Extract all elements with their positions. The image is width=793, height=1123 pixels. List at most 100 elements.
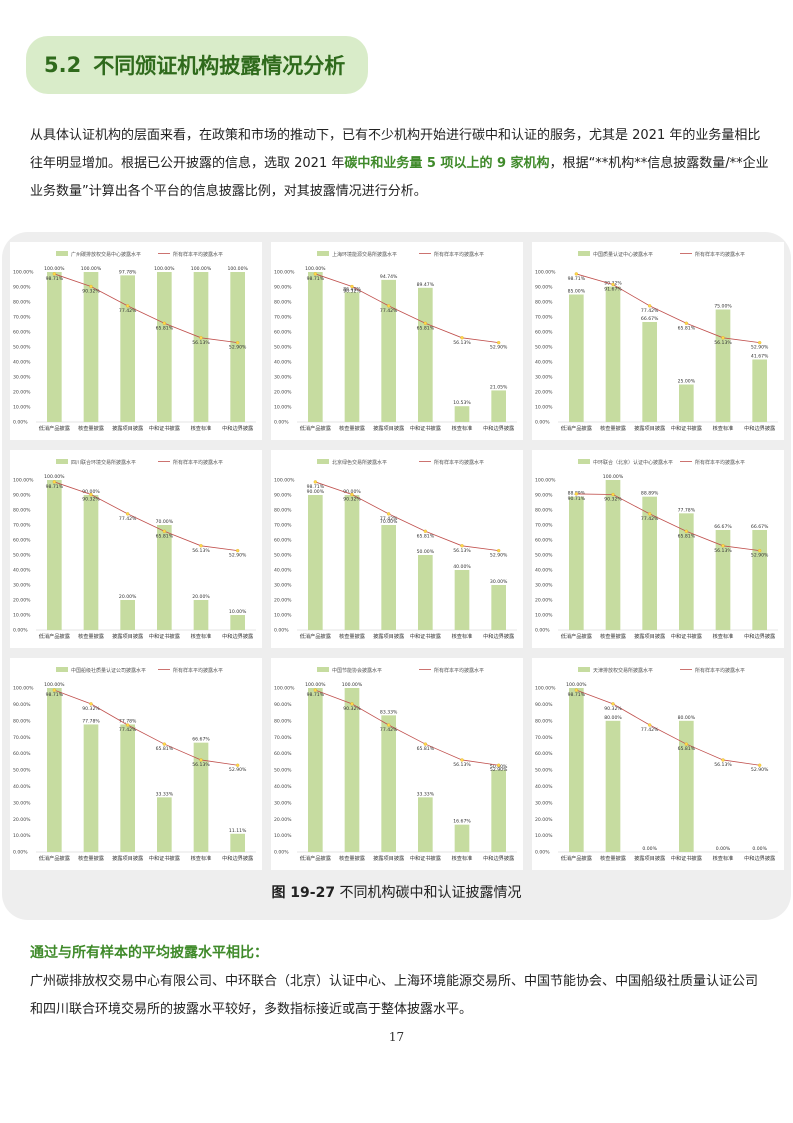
category-label: 中和边界披露 — [744, 632, 776, 640]
bar — [47, 688, 62, 852]
average-marker — [684, 742, 688, 746]
average-marker — [126, 304, 130, 308]
bar-value-label: 33.33% — [417, 791, 435, 797]
bar-value-label: 97.78% — [119, 269, 137, 275]
average-value-label: 56.13% — [714, 762, 732, 768]
category-label: 核查量披露 — [600, 632, 627, 640]
y-tick-label: 100.00% — [274, 270, 295, 276]
legend-line-label: 所有样本平均披露水平 — [434, 459, 484, 466]
category-label: 披露项目披露 — [112, 424, 144, 432]
chart-panel-6: 中环联合（北京）认证中心披露水平 所有样本平均披露水平 100.00% 90.00% 8… — [532, 450, 784, 648]
average-marker — [423, 321, 427, 325]
average-value-label: 77.42% — [641, 727, 659, 733]
bar — [157, 525, 172, 630]
average-marker — [758, 341, 762, 345]
y-tick-label: 70.00% — [13, 735, 31, 741]
bar-value-label: 80.00% — [604, 715, 622, 721]
average-value-label: 56.13% — [192, 762, 210, 768]
y-tick-label: 70.00% — [274, 735, 292, 741]
y-tick-label: 50.00% — [274, 345, 292, 351]
category-label: 披露项目披露 — [373, 854, 405, 862]
average-value-label: 65.81% — [417, 746, 435, 752]
average-value-label: 56.13% — [192, 340, 210, 346]
bar — [491, 390, 506, 422]
y-tick-label: 0.00% — [535, 850, 550, 856]
average-value-label: 90.32% — [604, 497, 622, 503]
y-tick-label: 100.00% — [13, 478, 34, 484]
average-value-label: 90.32% — [343, 289, 361, 295]
average-value-label: 65.81% — [678, 325, 696, 331]
bar-value-label: 50.00% — [490, 764, 508, 770]
chart-cec: 中环联合（北京）认证中心披露水平 所有样本平均披露水平 100.00% 90.00% 8… — [535, 459, 778, 640]
y-tick-label: 60.00% — [13, 751, 31, 757]
average-marker — [460, 544, 464, 548]
average-marker — [387, 512, 391, 516]
bar-value-label: 20.00% — [119, 594, 137, 600]
average-value-label: 98.71% — [307, 276, 325, 282]
chart-beijing: 北京绿色交易所披露水平 所有样本平均披露水平 100.00% 90.00% 80.00%… — [274, 459, 517, 640]
y-tick-label: 40.00% — [274, 784, 292, 790]
y-tick-label: 80.00% — [535, 300, 553, 306]
average-marker — [758, 763, 762, 767]
average-marker — [611, 702, 615, 706]
y-tick-label: 10.00% — [274, 405, 292, 411]
y-tick-label: 20.00% — [535, 598, 553, 604]
category-label: 披露项目披露 — [112, 632, 144, 640]
bar-value-label: 100.00% — [191, 266, 212, 272]
legend-bar-swatch — [578, 459, 590, 464]
y-tick-label: 60.00% — [535, 330, 553, 336]
average-value-label: 65.81% — [417, 325, 435, 331]
chart-ccs: 中国船级社质量认证公司披露水平 所有样本平均披露水平 100.00% 90.00% 80… — [13, 667, 256, 862]
bar — [679, 720, 694, 852]
bar — [679, 384, 694, 422]
legend-line-label: 所有样本平均披露水平 — [695, 667, 745, 674]
average-marker — [387, 723, 391, 727]
legend-bar-swatch — [56, 251, 68, 256]
category-label: 中和边界披露 — [483, 632, 515, 640]
y-tick-label: 50.00% — [535, 345, 553, 351]
average-marker — [313, 688, 317, 692]
category-label: 中和证书披露 — [671, 854, 703, 862]
average-value-label: 98.71% — [568, 692, 586, 698]
category-label: 核查标准 — [713, 424, 734, 432]
category-label: 低消产品披露 — [561, 632, 593, 640]
bar-value-label: 90.00% — [82, 489, 100, 495]
average-marker — [574, 492, 578, 496]
bar — [752, 529, 767, 630]
average-value-label: 65.81% — [678, 746, 696, 752]
average-line — [54, 689, 238, 766]
legend-line-label: 所有样本平均披露水平 — [173, 667, 223, 674]
legend-bar-label: 中环联合（北京）认证中心披露水平 — [593, 459, 673, 466]
average-marker — [423, 529, 427, 533]
bar — [569, 496, 584, 630]
y-tick-label: 10.00% — [535, 405, 553, 411]
legend-bar-label: 天津排放权交易所披露水平 — [593, 667, 653, 674]
bar — [569, 688, 584, 852]
bar-value-label: 100.00% — [227, 266, 248, 272]
average-value-label: 77.42% — [380, 308, 398, 314]
y-tick-label: 80.00% — [535, 718, 553, 724]
average-marker — [199, 336, 203, 340]
y-tick-label: 20.00% — [535, 390, 553, 396]
average-marker — [199, 758, 203, 762]
average-marker — [460, 336, 464, 340]
average-marker — [497, 549, 501, 553]
y-tick-label: 30.00% — [13, 583, 31, 589]
page-number: 17 — [388, 1030, 405, 1044]
bar — [193, 600, 209, 630]
bar-value-label: 70.00% — [380, 519, 398, 525]
bar-value-label: 88.89% — [641, 491, 659, 497]
average-value-label: 65.81% — [417, 533, 435, 539]
average-value-label: 56.13% — [192, 548, 210, 554]
category-label: 中和证书披露 — [671, 632, 703, 640]
y-tick-label: 80.00% — [274, 718, 292, 724]
section-number: 5.2 — [44, 53, 82, 77]
bar — [230, 833, 245, 852]
bar-value-label: 0.00% — [752, 846, 767, 852]
bar — [308, 272, 323, 422]
category-label: 中和证书披露 — [149, 424, 181, 432]
y-tick-label: 100.00% — [13, 270, 34, 276]
y-tick-label: 0.00% — [535, 420, 550, 426]
average-value-label: 56.13% — [453, 762, 471, 768]
y-tick-label: 40.00% — [13, 360, 31, 366]
